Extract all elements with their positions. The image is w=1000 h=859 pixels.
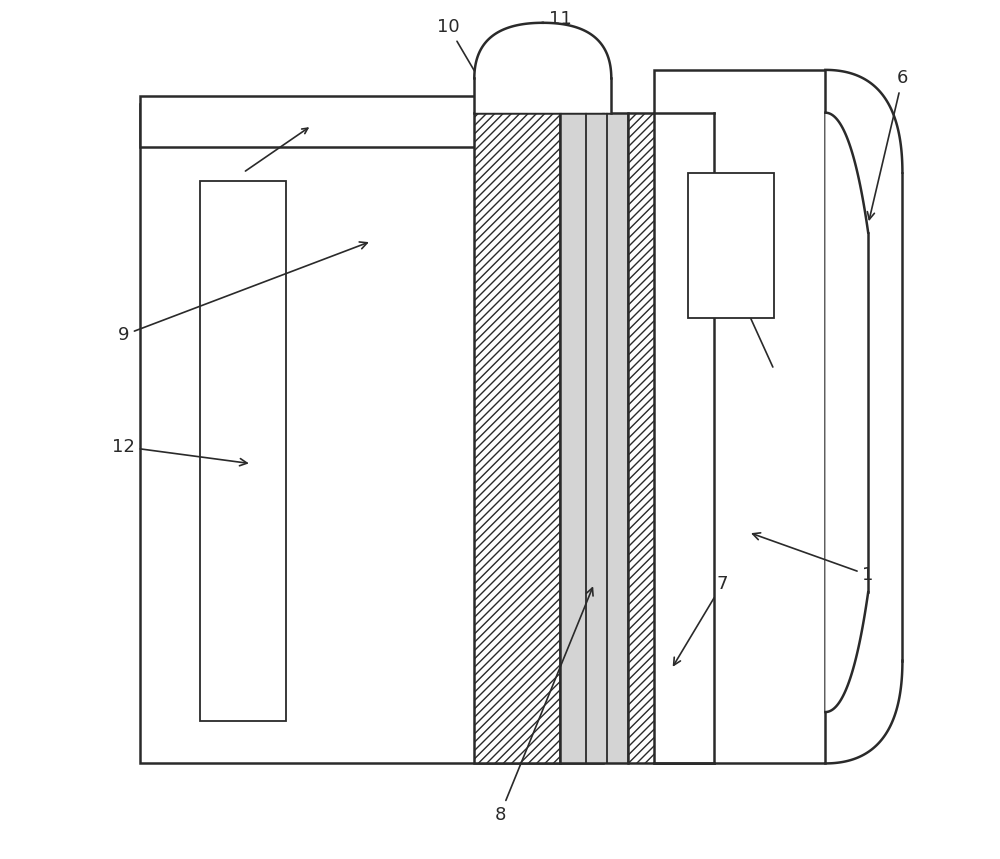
Bar: [654, 70, 825, 764]
Polygon shape: [474, 23, 611, 113]
Text: 10: 10: [437, 18, 489, 96]
Text: 9: 9: [118, 242, 367, 344]
Text: 11: 11: [549, 9, 571, 40]
Bar: [628, 113, 714, 764]
Text: 8: 8: [494, 588, 593, 824]
Bar: [140, 95, 603, 147]
Bar: [560, 113, 628, 764]
Bar: [688, 173, 774, 318]
Bar: [474, 113, 560, 764]
Bar: [200, 181, 286, 721]
Text: 7: 7: [674, 575, 728, 665]
Polygon shape: [825, 70, 902, 764]
Text: 1: 1: [753, 533, 874, 584]
Bar: [140, 104, 603, 764]
Text: 6: 6: [867, 70, 908, 220]
Polygon shape: [825, 113, 868, 712]
Text: 12: 12: [112, 437, 247, 466]
